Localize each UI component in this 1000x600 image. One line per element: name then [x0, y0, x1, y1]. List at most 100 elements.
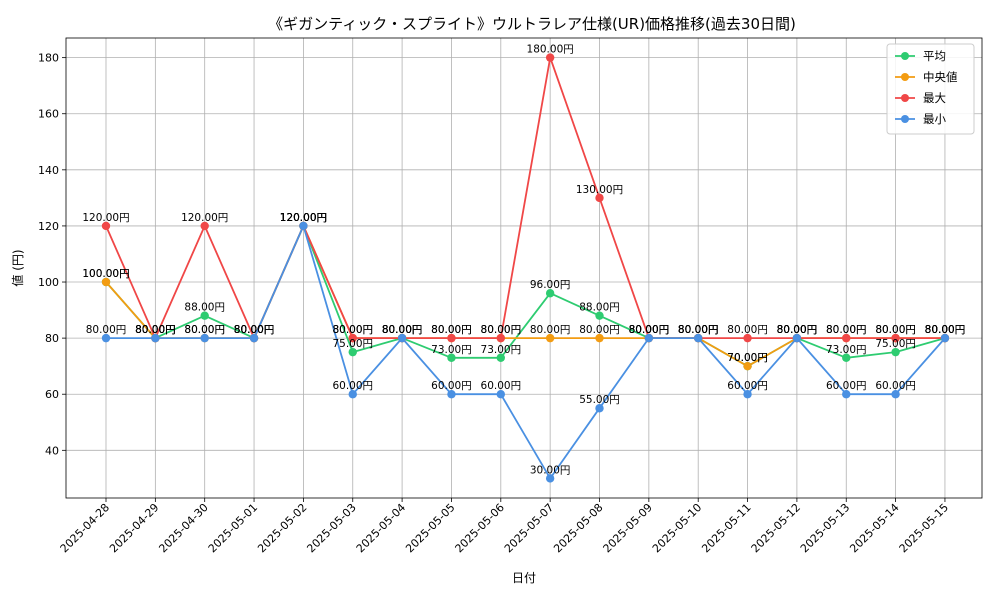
legend-entry: 最大: [923, 91, 946, 105]
data-label: 70.00円: [727, 352, 768, 364]
data-label: 75.00円: [875, 338, 916, 350]
data-point: [348, 347, 357, 357]
legend-entry: 平均: [923, 49, 946, 63]
data-label: 80.00円: [431, 324, 472, 336]
data-label: 80.00円: [826, 324, 867, 336]
data-label: 80.00円: [777, 324, 818, 336]
data-label: 120.00円: [280, 212, 327, 224]
data-label: 80.00円: [925, 324, 966, 336]
legend-box: [886, 43, 975, 135]
data-point: [447, 353, 456, 362]
data-point: [496, 390, 505, 399]
data-label: 80.00円: [579, 324, 620, 336]
data-label: 73.00円: [431, 344, 472, 356]
series-points: [101, 53, 950, 483]
data-label: 80.00円: [530, 324, 571, 336]
y-tick-label: 140: [38, 164, 59, 177]
data-label: 120.00円: [280, 212, 327, 224]
data-label: 80.00円: [629, 324, 670, 336]
data-point: [447, 390, 456, 399]
legend-entry: 中央値: [923, 70, 958, 84]
data-label: 80.00円: [382, 324, 423, 336]
series-line: [106, 225, 946, 480]
x-axis-label: 日付: [512, 571, 536, 585]
legend-marker: [901, 52, 909, 60]
data-label: 80.00円: [234, 324, 275, 336]
data-label: 80.00円: [678, 324, 719, 336]
data-label: 80.00円: [875, 324, 916, 336]
data-point: [496, 353, 505, 362]
data-label: 120.00円: [280, 212, 327, 224]
data-label: 80.00円: [86, 324, 127, 336]
data-label: 80.00円: [875, 324, 916, 336]
data-label: 70.00円: [727, 352, 768, 364]
plot-frame: [65, 37, 983, 499]
data-label: 80.00円: [629, 324, 670, 336]
data-point: [595, 333, 604, 343]
data-point: [842, 333, 851, 343]
data-point: [842, 353, 851, 362]
data-label: 80.00円: [826, 324, 867, 336]
data-label: 60.00円: [875, 380, 916, 392]
data-point: [200, 221, 209, 231]
data-label: 80.00円: [382, 324, 423, 336]
data-point: [743, 333, 752, 343]
data-label: 80.00円: [629, 324, 670, 336]
data-label: 80.00円: [727, 324, 768, 336]
data-label: 80.00円: [234, 324, 275, 336]
data-label: 80.00円: [678, 324, 719, 336]
data-point: [447, 333, 456, 343]
y-axis-label: 値 (円): [10, 249, 25, 286]
data-label: 120.00円: [280, 212, 327, 224]
data-label: 30.00円: [530, 464, 571, 476]
legend-marker: [901, 94, 909, 102]
data-point: [743, 390, 752, 399]
data-point: [595, 311, 604, 320]
data-label: 60.00円: [727, 380, 768, 392]
data-point: [743, 361, 752, 371]
chart-title: 《ギガンティック・スプライト》ウルトラレア仕様(UR)価格推移(過去30日間): [268, 15, 796, 33]
data-point: [842, 390, 851, 399]
data-label: 75.00円: [332, 338, 373, 350]
data-point: [348, 390, 357, 399]
legend-marker: [901, 115, 909, 123]
data-label: 80.00円: [481, 324, 522, 336]
series-line: [105, 56, 945, 339]
data-label: 80.00円: [135, 324, 176, 336]
data-point: [644, 333, 654, 343]
data-point: [595, 404, 604, 413]
data-point: [200, 333, 209, 343]
data-point: [200, 311, 209, 320]
data-label: 80.00円: [184, 324, 225, 336]
data-point: [545, 289, 555, 298]
data-label: 80.00円: [925, 324, 966, 336]
data-label: 80.00円: [777, 324, 818, 336]
y-axis-ticks: 40 60 80 100 120 140 160 180: [38, 52, 66, 457]
data-point: [249, 333, 259, 343]
data-label: 130.00円: [576, 184, 623, 196]
data-label: 80.00円: [135, 324, 176, 336]
data-point: [545, 333, 555, 343]
y-tick-label: 40: [45, 444, 59, 457]
data-label: 88.00円: [579, 302, 620, 314]
data-label: 80.00円: [135, 324, 176, 336]
data-point: [151, 333, 160, 343]
y-tick-label: 60: [45, 388, 59, 401]
data-point: [940, 333, 950, 343]
data-point: [496, 333, 505, 343]
data-label: 60.00円: [332, 380, 373, 392]
data-point: [101, 277, 111, 287]
data-point: [891, 390, 900, 399]
data-label: 80.00円: [777, 324, 818, 336]
data-label: 80.00円: [382, 324, 423, 336]
data-label: 80.00円: [777, 324, 818, 336]
data-point: [891, 333, 900, 343]
data-label: 73.00円: [826, 344, 867, 356]
data-label: 80.00円: [678, 324, 719, 336]
data-point: [792, 333, 802, 343]
series-line: [105, 225, 946, 368]
data-label: 60.00円: [826, 380, 867, 392]
